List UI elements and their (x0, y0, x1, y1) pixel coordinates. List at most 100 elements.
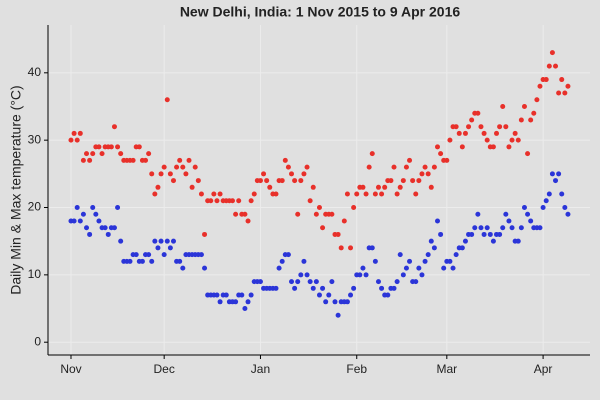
point (500, 225, 506, 231)
point (298, 272, 304, 278)
point (546, 63, 552, 69)
point (332, 299, 338, 305)
point (111, 124, 117, 130)
point (282, 157, 288, 163)
point (304, 164, 310, 170)
point (329, 211, 335, 217)
point (99, 151, 105, 157)
point (506, 144, 512, 150)
point (503, 211, 509, 217)
point (528, 218, 534, 224)
point (444, 157, 450, 163)
point (531, 110, 537, 116)
point (490, 144, 496, 150)
point (248, 292, 254, 298)
point (394, 191, 400, 197)
point (562, 90, 568, 96)
point (518, 225, 524, 231)
point (326, 292, 332, 298)
point (267, 184, 273, 190)
point (289, 279, 295, 285)
point (289, 171, 295, 177)
point (177, 258, 183, 264)
point (419, 272, 425, 278)
point (217, 191, 223, 197)
point (229, 198, 235, 204)
point (245, 299, 251, 305)
point (273, 191, 279, 197)
point (438, 231, 444, 237)
point (313, 211, 319, 217)
point (515, 238, 521, 244)
point (565, 83, 571, 89)
point (136, 144, 142, 150)
point (487, 231, 493, 237)
point (257, 178, 263, 184)
point (344, 191, 350, 197)
point (428, 238, 434, 244)
point (316, 205, 322, 211)
point (285, 164, 291, 170)
x-tick-label: Mar (436, 362, 457, 376)
point (84, 151, 90, 157)
point (285, 252, 291, 258)
x-tick-label: Jan (251, 362, 270, 376)
point (462, 130, 468, 136)
point (537, 225, 543, 231)
point (521, 205, 527, 211)
point (475, 110, 481, 116)
point (214, 292, 220, 298)
point (217, 299, 223, 305)
point (310, 285, 316, 291)
point (456, 130, 462, 136)
point (127, 258, 133, 264)
point (152, 238, 158, 244)
point (301, 258, 307, 264)
point (375, 279, 381, 285)
point (540, 205, 546, 211)
point (366, 164, 372, 170)
point (74, 137, 80, 143)
point (407, 258, 413, 264)
point (475, 211, 481, 217)
point (549, 50, 555, 56)
point (484, 137, 490, 143)
point (329, 279, 335, 285)
point (553, 63, 559, 69)
point (335, 231, 341, 237)
point (202, 231, 208, 237)
point (261, 171, 267, 177)
point (434, 144, 440, 150)
point (407, 157, 413, 163)
point (556, 171, 562, 177)
point (161, 252, 167, 258)
point (375, 184, 381, 190)
point (363, 272, 369, 278)
point (310, 184, 316, 190)
point (549, 171, 555, 177)
point (416, 265, 422, 271)
point (369, 245, 375, 251)
point (177, 157, 183, 163)
point (149, 258, 155, 264)
point (170, 238, 176, 244)
point (422, 258, 428, 264)
point (276, 265, 282, 271)
point (469, 231, 475, 237)
point (490, 238, 496, 244)
point (431, 164, 437, 170)
point (80, 211, 86, 217)
point (304, 272, 310, 278)
point (239, 292, 245, 298)
point (174, 164, 180, 170)
point (80, 157, 86, 163)
point (394, 279, 400, 285)
point (363, 191, 369, 197)
point (71, 130, 77, 136)
point (105, 231, 111, 237)
point (164, 97, 170, 103)
point (379, 285, 385, 291)
point (425, 171, 431, 177)
point (348, 245, 354, 251)
point (77, 130, 83, 136)
